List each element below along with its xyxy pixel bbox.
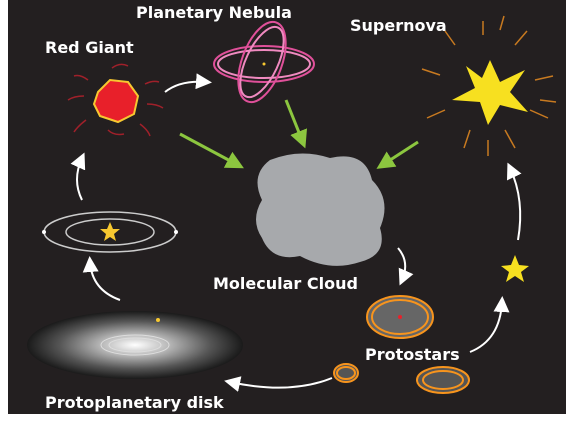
node-label: Supernova — [350, 16, 447, 35]
star-icon — [501, 255, 529, 282]
protoplanetary-disk-icon — [27, 311, 243, 379]
collapse-arrows — [179, 99, 419, 169]
node-label: Molecular Cloud — [213, 274, 358, 293]
molecular-cloud-icon — [256, 153, 385, 266]
node-label: Protoplanetary disk — [45, 393, 224, 412]
cycle-arrows — [70, 73, 522, 392]
star-system-icon — [42, 211, 178, 253]
protostars-icon — [333, 295, 470, 394]
red-giant-icon — [67, 63, 164, 137]
node-label: Red Giant — [45, 38, 134, 57]
node-label: Planetary Nebula — [136, 3, 292, 22]
node-label: Protostars — [365, 345, 460, 364]
planetary-nebula-icon — [213, 20, 315, 104]
supernova-icon — [421, 15, 557, 156]
